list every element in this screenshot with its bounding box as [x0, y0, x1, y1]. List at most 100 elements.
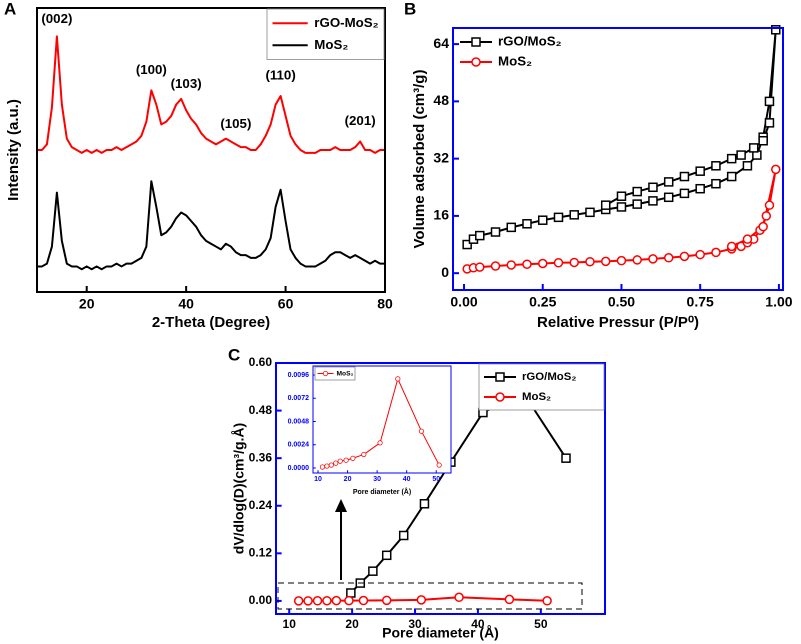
- x-tick-label: 20: [79, 295, 95, 311]
- y-tick-label: 0.0048: [288, 418, 310, 425]
- marker: [632, 255, 642, 265]
- marker: [346, 588, 356, 598]
- marker: [377, 440, 383, 446]
- marker: [695, 166, 705, 176]
- y-tick-label: 16: [433, 207, 449, 223]
- marker: [663, 192, 674, 203]
- legend-marker: [495, 372, 505, 382]
- zoom-region: [277, 582, 583, 610]
- x-tick-label: 80: [377, 295, 393, 311]
- marker: [648, 254, 658, 264]
- peak-label: (100): [136, 62, 167, 77]
- x-tick-label: 20: [344, 476, 352, 483]
- x-tick-label: 50: [534, 617, 548, 631]
- marker: [343, 457, 349, 463]
- y-tick-label: 0.60: [249, 355, 273, 369]
- marker: [764, 200, 775, 210]
- marker: [381, 595, 392, 606]
- marker: [600, 256, 611, 267]
- y-tick-label: 0.0000: [288, 465, 310, 472]
- marker: [726, 153, 737, 164]
- marker: [726, 171, 737, 182]
- marker: [679, 251, 690, 262]
- marker: [324, 463, 330, 469]
- panel-label: A: [4, 0, 16, 18]
- marker: [398, 530, 409, 541]
- chart-panel: 20 40 60 80 2-Theta (Degree) Intensity (a.u.)…: [5, 7, 393, 331]
- marker: [679, 171, 690, 182]
- marker: [600, 200, 611, 210]
- marker: [761, 211, 772, 221]
- marker: [537, 258, 548, 269]
- x-axis-label: Relative Pressur (P/P⁰): [537, 314, 699, 331]
- marker: [764, 118, 775, 128]
- y-tick-label: 0.0024: [288, 442, 310, 449]
- marker: [361, 451, 367, 457]
- y-tick-label: 0.0072: [288, 395, 310, 402]
- marker: [537, 215, 548, 225]
- marker: [561, 453, 571, 463]
- panel-label: B: [404, 0, 416, 18]
- axis-frame: [275, 362, 606, 615]
- marker: [569, 257, 579, 268]
- peak-label: (105): [220, 116, 251, 131]
- y-tick-label: 0.00: [249, 593, 273, 607]
- x-tick-label: 50: [432, 476, 440, 483]
- legend-label: MoS₂: [498, 54, 532, 69]
- marker: [616, 202, 627, 212]
- x-tick-label: 0.25: [529, 293, 556, 309]
- marker: [475, 262, 485, 272]
- y-tick-label: 0.0096: [288, 372, 310, 379]
- chart-panel: 0.00 0.25 0.50 0.75 1.00 0 16 32 48 64 Relative Pr…: [411, 25, 793, 331]
- marker: [419, 499, 430, 509]
- marker: [454, 592, 464, 603]
- marker: [585, 256, 595, 267]
- marker: [616, 255, 627, 266]
- marker: [312, 596, 323, 606]
- y-tick-label: 64: [433, 35, 449, 51]
- marker: [395, 376, 401, 382]
- y-axis-label: Intensity (a.u.): [5, 99, 22, 201]
- panel-label: C: [228, 345, 240, 364]
- y-tick-label: 0.24: [249, 498, 273, 512]
- y-axis-label: Volume adsorbed (cm³/g): [411, 70, 428, 249]
- marker: [522, 259, 532, 269]
- marker: [319, 464, 326, 470]
- marker: [632, 199, 642, 209]
- marker: [490, 227, 501, 237]
- marker: [331, 595, 342, 606]
- y-axis-label: dV/dlog(D)(cm³/g.Å): [231, 423, 247, 554]
- x-tick-label: 10: [314, 476, 322, 483]
- marker: [585, 207, 595, 218]
- x-tick-label: 0.75: [687, 293, 714, 309]
- x-axis-label: Pore diameter (Å): [382, 625, 499, 641]
- x-tick-label: 20: [345, 617, 359, 631]
- peak-label: (110): [265, 68, 295, 83]
- legend-box: [266, 8, 385, 60]
- marker: [381, 550, 392, 561]
- y-tick-label: 0.48: [249, 403, 273, 417]
- legend-marker: [495, 392, 505, 402]
- marker: [648, 196, 658, 206]
- marker: [679, 188, 690, 199]
- marker: [506, 222, 517, 233]
- x-tick-label: 40: [471, 617, 485, 631]
- marker: [506, 260, 517, 270]
- legend-label: rGO-MoS₂: [314, 15, 378, 30]
- zoom-arrow-head: [335, 499, 347, 512]
- marker: [522, 219, 532, 229]
- marker: [569, 210, 579, 220]
- x-tick-label: 60: [278, 295, 294, 311]
- marker: [711, 161, 721, 171]
- marker: [553, 212, 564, 223]
- legend-label: rGO/MoS₂: [498, 34, 562, 49]
- marker: [475, 230, 485, 241]
- legend-box: [314, 366, 356, 381]
- x-tick-label: 30: [408, 617, 422, 631]
- legend-marker: [471, 37, 481, 47]
- marker: [616, 191, 627, 201]
- legend-marker: [471, 57, 481, 67]
- y-tick-label: 48: [433, 92, 449, 108]
- chart-panel: 10 20 30 40 50 0.0000 0.0024 0.0048 0.0072 0.0096…: [288, 365, 452, 496]
